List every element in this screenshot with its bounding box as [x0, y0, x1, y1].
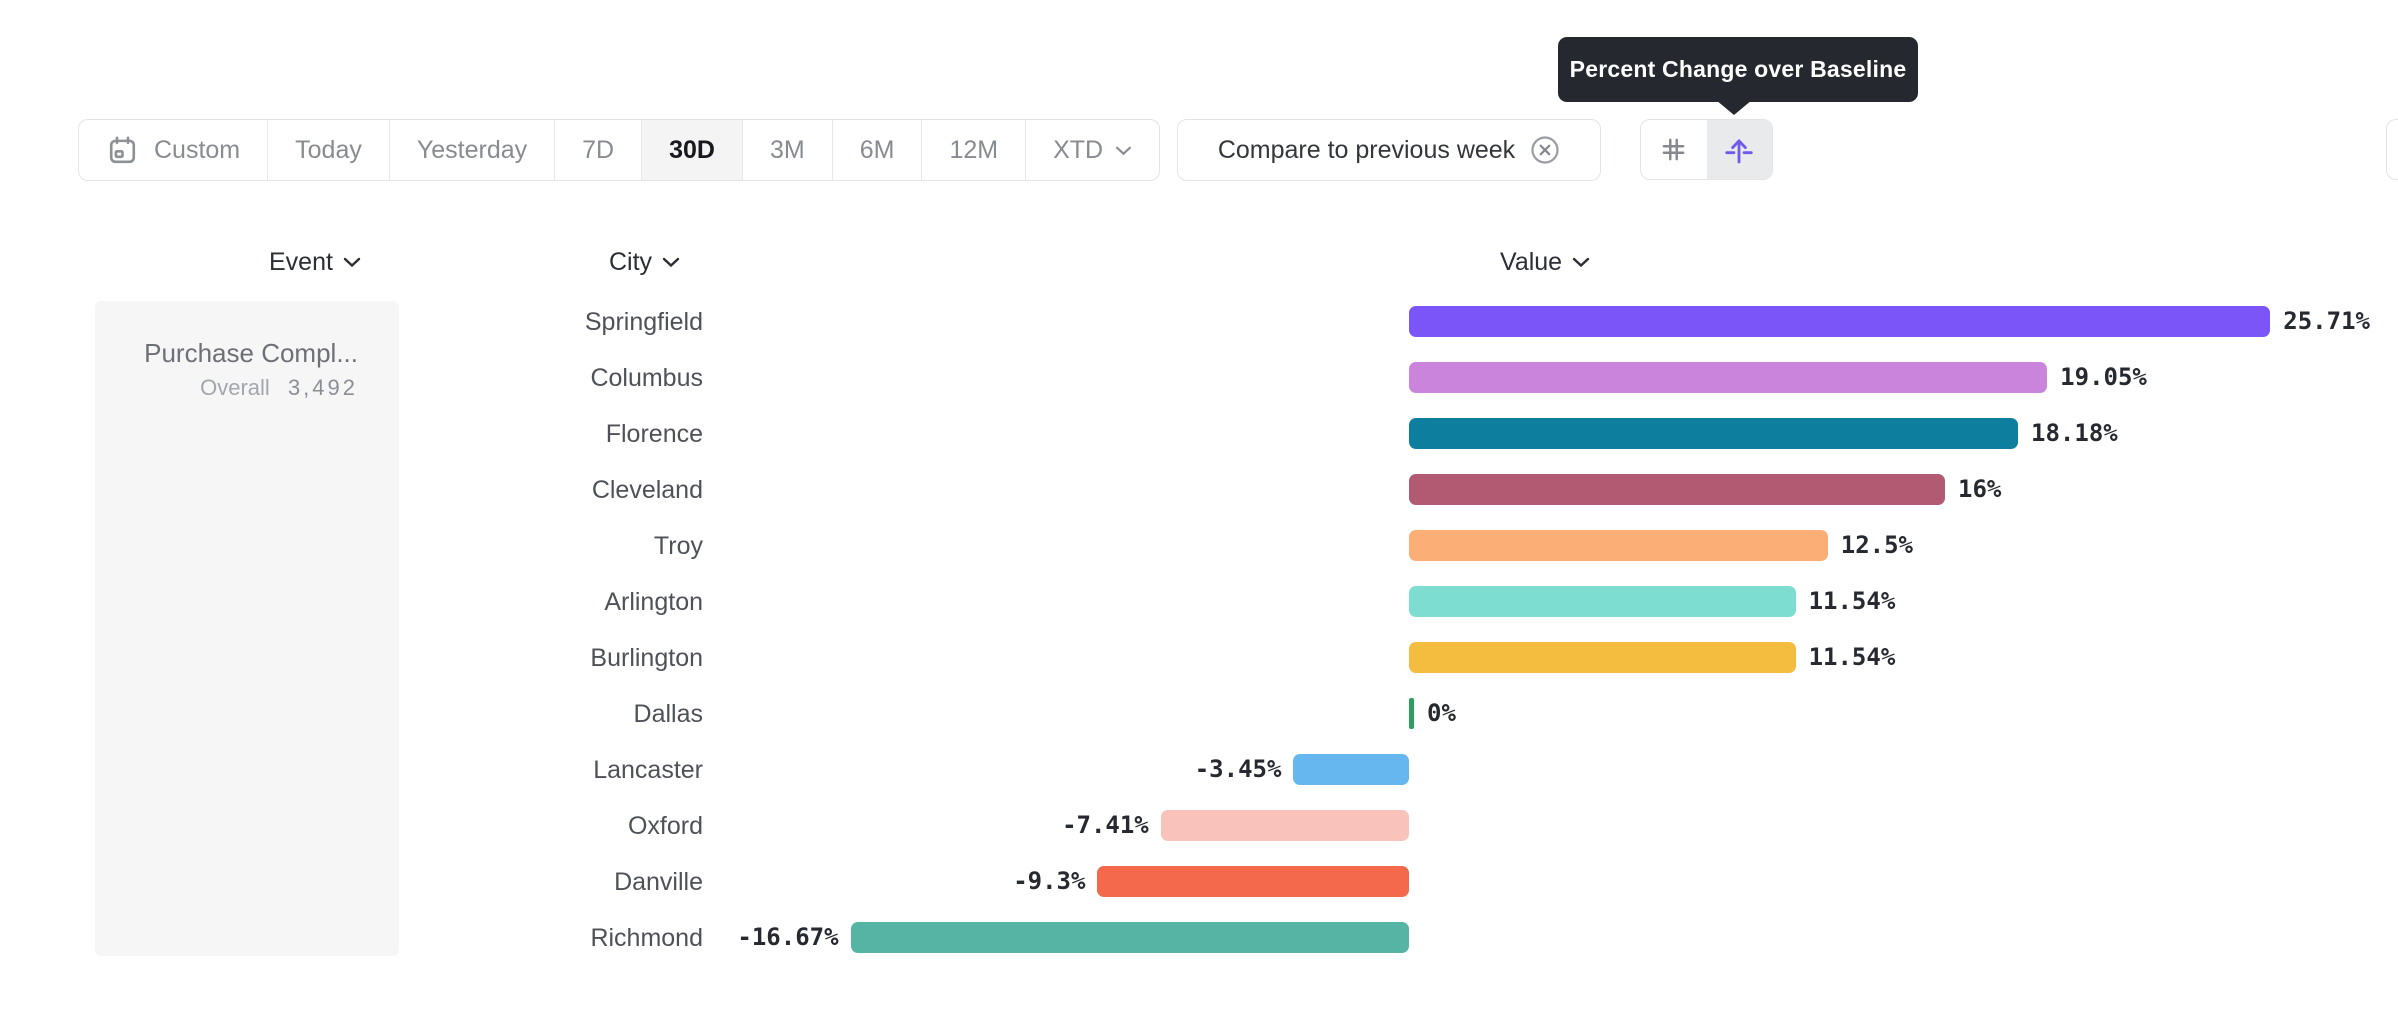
value-bar[interactable]: [1409, 530, 1828, 561]
city-label: Dallas: [633, 700, 703, 728]
city-label: Troy: [653, 532, 703, 560]
date-range-label: 12M: [949, 135, 999, 164]
compare-to-previous-week-button[interactable]: Compare to previous week: [1177, 119, 1601, 181]
value-label: 19.05%: [2060, 363, 2147, 391]
value-label: 11.54%: [1808, 643, 1896, 671]
city-label: Lancaster: [593, 756, 703, 784]
value-label: -16.67%: [737, 923, 839, 951]
event-summary: Overall 3,492: [200, 375, 358, 401]
date-range-label: 30D: [669, 135, 715, 164]
column-header-event[interactable]: Event: [269, 246, 361, 278]
date-range-control: Custom Today Yesterday 7D 30D 3M 6M 12M: [78, 119, 1161, 181]
chart-row: Danville -9.3%: [0, 854, 2398, 910]
tooltip-text: Percent Change over Baseline: [1569, 56, 1907, 82]
percent-change-over-baseline-toggle[interactable]: [1706, 120, 1772, 179]
chart-row: Springfield 25.71%: [0, 294, 2398, 350]
event-segment-label: Overall: [200, 375, 270, 400]
event-card[interactable]: Purchase Compl... Overall 3,492: [95, 301, 399, 956]
event-count: 3,492: [287, 375, 358, 400]
calendar-icon: [106, 134, 139, 167]
chevron-down-icon: [343, 256, 361, 268]
tooltip: Percent Change over Baseline: [1558, 37, 1918, 102]
value-label: 12.5%: [1840, 531, 1913, 559]
chart-row: Troy 12.5%: [0, 518, 2398, 574]
range-30d[interactable]: 30D: [642, 120, 743, 180]
chart-row: Burlington 11.54%: [0, 630, 2398, 686]
value-bar[interactable]: [1409, 418, 2019, 449]
date-range-label: Yesterday: [416, 135, 528, 164]
range-xtd[interactable]: XTD: [1026, 120, 1159, 180]
grid-view-toggle[interactable]: [1641, 120, 1707, 179]
date-range-label: XTD: [1053, 135, 1104, 164]
tooltip-caret: [1716, 100, 1752, 115]
chart-row: Arlington 11.54%: [0, 574, 2398, 630]
range-custom[interactable]: Custom: [79, 120, 269, 180]
baseline-arrow-icon: [1723, 134, 1755, 166]
chart-row: Oxford -7.41%: [0, 798, 2398, 854]
event-header-label: Event: [269, 247, 333, 276]
range-6m[interactable]: 6M: [833, 120, 923, 180]
chevron-down-icon: [1572, 256, 1590, 268]
value-bar[interactable]: [1409, 642, 1796, 673]
value-label: 16%: [1958, 475, 2002, 503]
compare-label: Compare to previous week: [1217, 135, 1516, 164]
column-header-city[interactable]: City: [609, 246, 680, 278]
event-name: Purchase Compl...: [144, 338, 358, 368]
column-header-value[interactable]: Value: [1500, 246, 1590, 278]
chart-row: Florence 18.18%: [0, 406, 2398, 462]
close-circle-icon[interactable]: [1530, 135, 1560, 165]
city-label: Florence: [605, 420, 703, 448]
city-label: Richmond: [590, 924, 703, 952]
city-label: Arlington: [604, 588, 703, 616]
city-label: Springfield: [584, 308, 703, 336]
date-range-label: 6M: [859, 135, 895, 164]
range-7d[interactable]: 7D: [555, 120, 643, 180]
chart-row: Columbus 19.05%: [0, 350, 2398, 406]
value-bar[interactable]: [850, 922, 1409, 953]
chart-row: Richmond -16.67%: [0, 910, 2398, 966]
value-bar[interactable]: [1409, 474, 1945, 505]
value-bar[interactable]: [1409, 306, 2271, 337]
city-label: Danville: [614, 868, 703, 896]
value-label: -7.41%: [1062, 811, 1149, 839]
value-bar[interactable]: [1409, 698, 1414, 729]
chart-view-toggle-group: [1640, 119, 1773, 180]
chart-row: Cleveland 16%: [0, 462, 2398, 518]
value-label: 0%: [1427, 699, 1456, 727]
value-label: -3.45%: [1194, 755, 1282, 783]
date-range-label: Custom: [154, 135, 241, 164]
city-header-label: City: [609, 247, 653, 276]
range-3m[interactable]: 3M: [743, 120, 833, 180]
value-header-label: Value: [1500, 247, 1563, 276]
value-label: 18.18%: [2031, 419, 2118, 447]
range-12m[interactable]: 12M: [922, 120, 1027, 180]
chevron-down-icon: [662, 256, 680, 268]
range-yesterday[interactable]: Yesterday: [390, 120, 556, 180]
value-bar[interactable]: [1160, 810, 1409, 841]
value-bar[interactable]: [1409, 586, 1796, 617]
city-label: Cleveland: [591, 476, 703, 504]
value-bar[interactable]: [1293, 754, 1409, 785]
chevron-down-icon: [1115, 145, 1132, 156]
chart-row: Lancaster -3.45%: [0, 742, 2398, 798]
city-label: Burlington: [590, 644, 703, 672]
value-label: 25.71%: [2283, 307, 2370, 335]
value-label: 11.54%: [1808, 587, 1896, 615]
value-bar[interactable]: [1097, 866, 1409, 897]
city-label: Columbus: [590, 364, 703, 392]
city-label: Oxford: [627, 812, 703, 840]
date-range-label: Today: [295, 135, 362, 164]
range-today[interactable]: Today: [268, 120, 390, 180]
value-bar[interactable]: [1409, 362, 2048, 393]
chart-row: Dallas 0%: [0, 686, 2398, 742]
date-range-label: 3M: [769, 135, 805, 164]
value-label: -9.3%: [1013, 867, 1086, 895]
date-range-label: 7D: [582, 135, 615, 164]
hash-icon: [1658, 134, 1689, 165]
clipped-right-button[interactable]: [2386, 119, 2398, 180]
